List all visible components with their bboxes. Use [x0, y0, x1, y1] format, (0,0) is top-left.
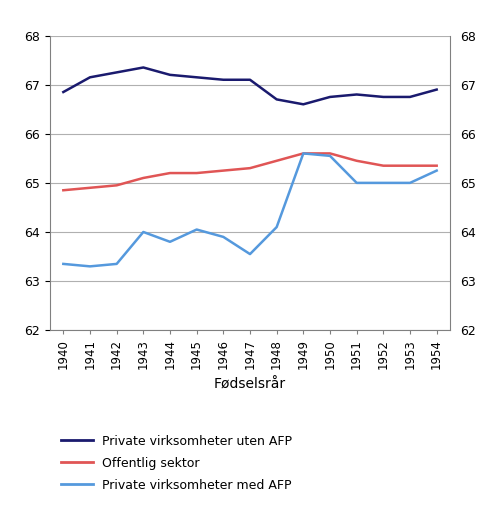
- X-axis label: Fødselsrår: Fødselsrår: [214, 377, 286, 392]
- Legend: Private virksomheter uten AFP, Offentlig sektor, Private virksomheter med AFP: Private virksomheter uten AFP, Offentlig…: [56, 430, 298, 497]
